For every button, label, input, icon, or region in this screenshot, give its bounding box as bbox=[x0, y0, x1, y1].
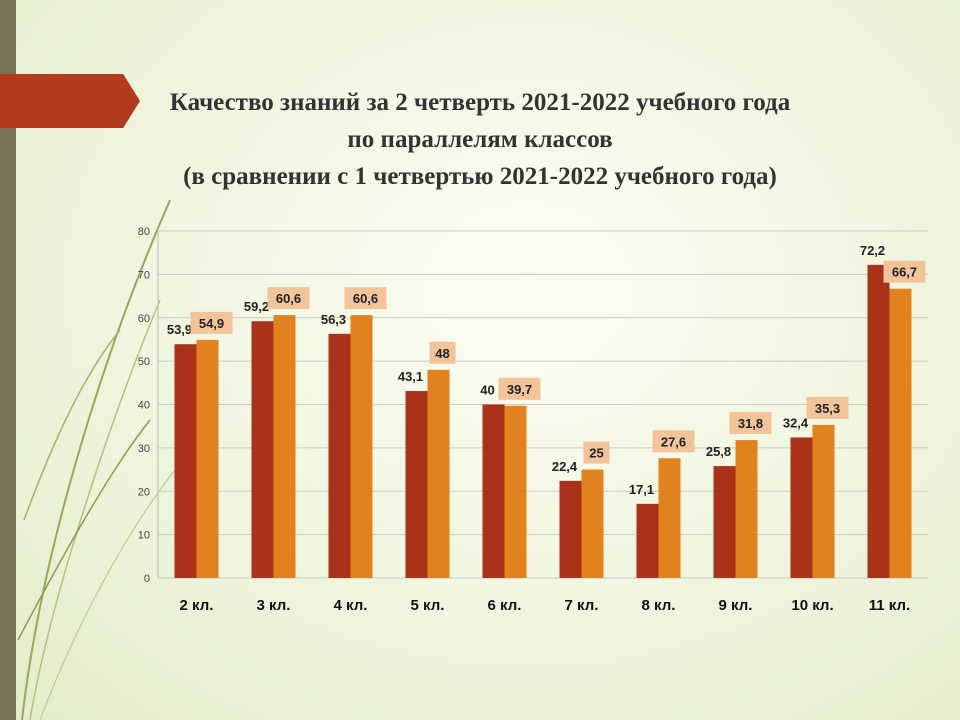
bar-series-1 bbox=[405, 391, 428, 578]
y-tick-label: 10 bbox=[138, 530, 150, 542]
x-category-label: 8 кл. bbox=[642, 597, 676, 614]
bar-series-2 bbox=[581, 469, 604, 578]
bar-series-1 bbox=[174, 344, 197, 578]
bar-series-2 bbox=[658, 458, 681, 578]
data-label-series-1: 59,2 bbox=[244, 299, 269, 314]
x-category-label: 10 кл. bbox=[791, 597, 833, 614]
y-tick-label: 50 bbox=[138, 356, 150, 368]
bar-series-1 bbox=[482, 404, 505, 578]
data-label-box bbox=[498, 377, 541, 400]
data-label-box bbox=[583, 441, 610, 464]
bar-series-2 bbox=[889, 288, 912, 578]
data-label-series-2: 60,6 bbox=[276, 291, 301, 306]
data-label-series-1: 22,4 bbox=[552, 459, 578, 474]
data-label-series-2: 54,9 bbox=[199, 316, 224, 331]
slide-title: Качество знаний за 2 четверть 2021-2022 … bbox=[60, 84, 900, 195]
data-label-series-2: 31,8 bbox=[738, 416, 763, 431]
data-label-series-2: 48 bbox=[435, 346, 449, 361]
title-accent-arrow bbox=[0, 74, 140, 128]
title-line-3: (в сравнении с 1 четвертью 2021-2022 уче… bbox=[183, 163, 777, 190]
data-label-series-1: 43,1 bbox=[398, 369, 423, 384]
data-label-series-1: 72,2 bbox=[860, 243, 885, 258]
data-label-box bbox=[429, 341, 456, 364]
data-label-box bbox=[652, 430, 695, 453]
bar-series-2 bbox=[196, 339, 219, 578]
bar-series-2 bbox=[350, 315, 373, 578]
bar-series-2 bbox=[504, 405, 527, 578]
y-tick-label: 30 bbox=[138, 443, 150, 455]
x-category-label: 2 кл. bbox=[180, 597, 214, 614]
bar-series-1 bbox=[559, 480, 582, 578]
y-tick-label: 60 bbox=[138, 313, 150, 325]
left-decor-strip bbox=[0, 0, 16, 720]
data-label-box bbox=[190, 311, 233, 334]
data-label-series-1: 17,1 bbox=[629, 482, 654, 497]
x-category-label: 3 кл. bbox=[257, 597, 291, 614]
title-line-1: Качество знаний за 2 четверть 2021-2022 … bbox=[169, 89, 791, 116]
data-label-series-1: 40 bbox=[480, 383, 494, 398]
bar-series-1 bbox=[636, 503, 659, 578]
data-label-box bbox=[806, 396, 849, 419]
bar-series-1 bbox=[867, 264, 890, 578]
bar-series-1 bbox=[713, 466, 736, 578]
x-category-label: 11 кл. bbox=[869, 597, 910, 614]
x-category-label: 4 кл. bbox=[334, 597, 368, 614]
data-label-series-2: 35,3 bbox=[815, 401, 840, 416]
data-label-box bbox=[267, 287, 310, 310]
bar-series-2 bbox=[812, 424, 835, 578]
data-label-series-1: 53,9 bbox=[167, 322, 192, 337]
x-category-label: 7 кл. bbox=[565, 597, 599, 614]
bar-series-1 bbox=[790, 437, 813, 578]
y-tick-label: 70 bbox=[138, 269, 150, 281]
y-tick-label: 20 bbox=[138, 486, 150, 498]
bar-series-1 bbox=[328, 333, 351, 578]
y-tick-label: 0 bbox=[144, 573, 150, 585]
bar-series-1 bbox=[251, 321, 274, 578]
data-label-box bbox=[344, 287, 387, 310]
y-tick-label: 80 bbox=[138, 226, 150, 238]
data-label-series-1: 56,3 bbox=[321, 312, 346, 327]
data-label-series-2: 60,6 bbox=[353, 291, 378, 306]
data-label-series-2: 25 bbox=[589, 446, 603, 461]
data-label-box bbox=[883, 260, 926, 283]
data-label-series-2: 66,7 bbox=[892, 265, 917, 280]
data-label-series-2: 39,7 bbox=[507, 382, 532, 397]
bar-series-2 bbox=[735, 440, 758, 578]
data-label-series-1: 32,4 bbox=[783, 415, 809, 430]
data-label-series-2: 27,6 bbox=[661, 434, 686, 449]
x-category-label: 5 кл. bbox=[411, 597, 445, 614]
x-category-label: 6 кл. bbox=[488, 597, 522, 614]
title-line-2: по параллелям классов bbox=[347, 126, 613, 153]
bar-series-2 bbox=[427, 369, 450, 578]
x-category-label: 9 кл. bbox=[719, 597, 753, 614]
data-label-series-1: 25,8 bbox=[706, 444, 731, 459]
y-tick-label: 40 bbox=[138, 400, 150, 412]
bar-series-2 bbox=[273, 315, 296, 578]
data-label-box bbox=[729, 412, 772, 435]
decorative-stems bbox=[17, 199, 176, 720]
